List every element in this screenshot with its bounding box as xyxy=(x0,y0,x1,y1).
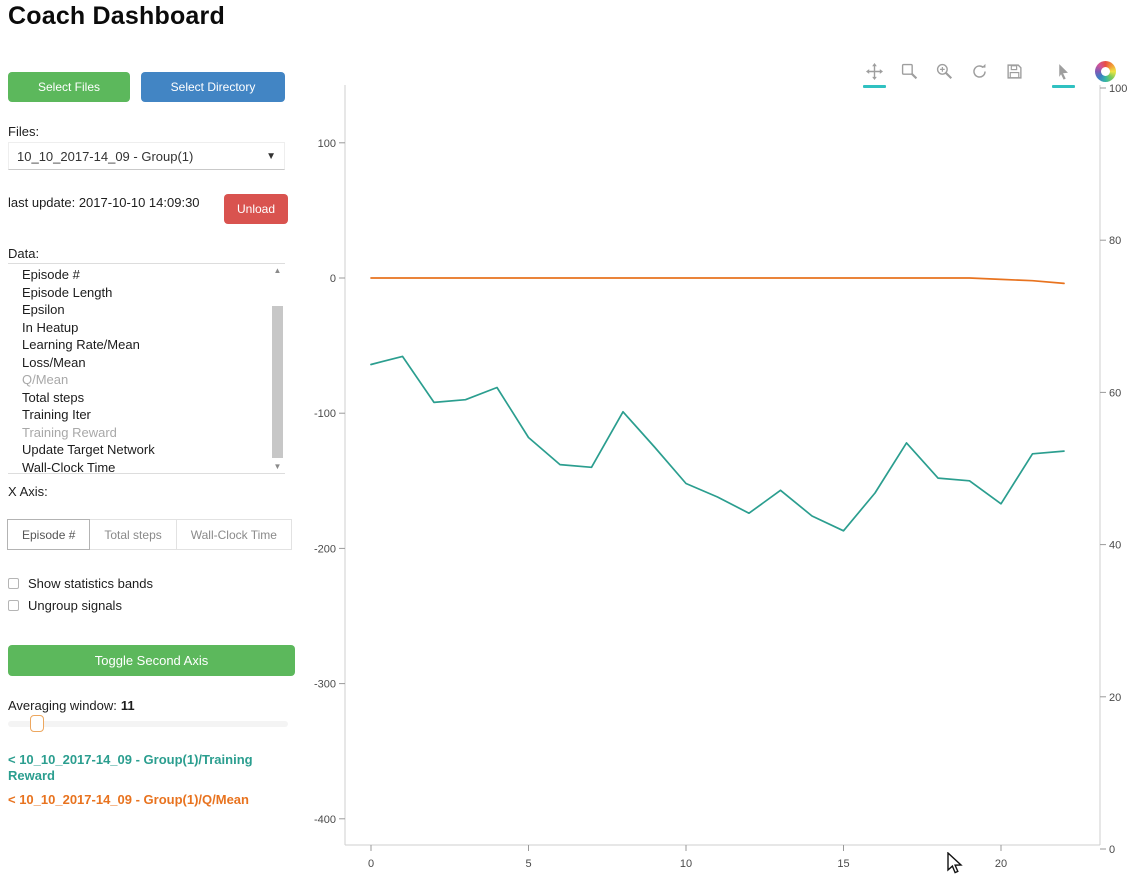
list-item[interactable]: Loss/Mean xyxy=(22,354,86,370)
checkbox-row-ungroup-signals: Ungroup signals xyxy=(8,598,122,613)
averaging-window-row: Averaging window: 11 xyxy=(8,698,135,713)
svg-text:10: 10 xyxy=(680,858,692,870)
svg-text:0: 0 xyxy=(368,858,374,870)
svg-text:100: 100 xyxy=(1109,83,1127,95)
reset-tool-icon[interactable] xyxy=(966,59,993,83)
svg-text:15: 15 xyxy=(837,858,849,870)
last-update-text: last update: 2017-10-10 14:09:30 xyxy=(8,195,200,210)
list-item[interactable]: Learning Rate/Mean xyxy=(22,337,140,352)
scroll-down-icon[interactable]: ▼ xyxy=(273,462,282,471)
list-item[interactable]: Epsilon xyxy=(22,302,65,317)
checkbox-label: Show statistics bands xyxy=(28,576,154,591)
list-item[interactable]: Training Iter xyxy=(22,407,91,422)
svg-text:40: 40 xyxy=(1109,540,1121,552)
list-item[interactable]: Update Target Network xyxy=(22,442,155,457)
svg-text:20: 20 xyxy=(1109,692,1121,704)
checkbox-row-statistics-bands: Show statistics bands xyxy=(8,576,153,591)
list-item[interactable]: Episode Length xyxy=(22,284,113,300)
checkbox-label: Ungroup signals xyxy=(28,598,122,613)
list-item[interactable]: Wall-Clock Time xyxy=(22,459,116,474)
select-files-button[interactable]: Select Files xyxy=(8,72,130,102)
checkbox-icon[interactable] xyxy=(8,578,19,589)
scroll-up-icon[interactable]: ▲ xyxy=(273,266,282,275)
averaging-window-value: 11 xyxy=(120,698,135,713)
chevron-down-icon: ▼ xyxy=(266,150,276,162)
hover-tool-icon[interactable] xyxy=(1050,59,1077,88)
svg-text:0: 0 xyxy=(330,273,336,285)
svg-text:100: 100 xyxy=(318,138,336,150)
files-dropdown[interactable]: 10_10_2017-14_09 - Group(1) ▼ xyxy=(8,142,285,170)
data-label: Data: xyxy=(8,246,40,261)
svg-text:0: 0 xyxy=(1109,844,1115,856)
files-dropdown-value: 10_10_2017-14_09 - Group(1) xyxy=(17,148,194,164)
box-zoom-tool-icon[interactable] xyxy=(896,59,923,83)
mouse-cursor xyxy=(945,851,965,881)
svg-text:60: 60 xyxy=(1109,387,1121,399)
data-listbox[interactable]: Episode # Episode Length Epsilon In Heatup L… xyxy=(8,263,285,474)
page-title: Coach Dashboard xyxy=(8,2,225,30)
legend-item[interactable]: < 10_10_2017-14_09 - Group(1)/Training R… xyxy=(8,752,253,783)
x-axis-button-group: Episode # Total steps Wall-Clock Time xyxy=(7,519,292,550)
averaging-slider[interactable] xyxy=(8,715,288,732)
toggle-second-axis-button[interactable]: Toggle Second Axis xyxy=(8,645,295,676)
bokeh-logo-icon[interactable] xyxy=(1095,60,1116,82)
listbox-scrollbar[interactable]: ▲ ▼ xyxy=(270,264,285,473)
list-item[interactable]: Training Reward xyxy=(22,424,117,440)
plot-area[interactable]: 100 0 -100 -200 -300 -400 100 80 60 40 20 0 0 5 10 15 20 xyxy=(300,55,1142,881)
averaging-window-label: Averaging window: xyxy=(8,698,117,713)
svg-text:80: 80 xyxy=(1109,235,1121,247)
files-label: Files: xyxy=(8,124,40,139)
svg-text:20: 20 xyxy=(995,858,1007,870)
svg-text:-400: -400 xyxy=(314,814,336,826)
plot-canvas[interactable]: 100 0 -100 -200 -300 -400 100 80 60 40 20 0 0 5 10 15 20 xyxy=(300,55,1142,881)
svg-text:-200: -200 xyxy=(314,543,336,555)
list-item[interactable]: Q/Mean xyxy=(22,372,69,387)
chart-legend: < 10_10_2017-14_09 - Group(1)/Training R… xyxy=(8,752,290,817)
slider-handle[interactable] xyxy=(30,715,44,732)
x-axis-option-wall-clock-time[interactable]: Wall-Clock Time xyxy=(175,519,292,550)
x-axis-label: X Axis: xyxy=(8,484,48,499)
list-item[interactable]: Total steps xyxy=(22,389,85,405)
select-directory-button[interactable]: Select Directory xyxy=(141,72,285,102)
pan-tool-icon[interactable] xyxy=(861,59,888,88)
save-tool-icon[interactable] xyxy=(1001,59,1028,83)
sidebar: Select Files Select Directory Files: 10_… xyxy=(0,0,300,881)
svg-text:-300: -300 xyxy=(314,679,336,691)
wheel-zoom-tool-icon[interactable] xyxy=(931,59,958,83)
bokeh-toolbar xyxy=(861,59,1116,88)
svg-text:5: 5 xyxy=(525,858,531,870)
svg-text:-100: -100 xyxy=(314,408,336,420)
scrollbar-thumb[interactable] xyxy=(272,306,283,458)
legend-item[interactable]: < 10_10_2017-14_09 - Group(1)/Q/Mean xyxy=(8,792,249,808)
list-item[interactable]: Episode # xyxy=(22,267,80,282)
list-item[interactable]: In Heatup xyxy=(22,319,79,335)
unload-button[interactable]: Unload xyxy=(224,194,288,224)
checkbox-icon[interactable] xyxy=(8,600,19,611)
x-axis-option-episode-[interactable]: Episode # xyxy=(7,519,91,550)
x-axis-option-total-steps[interactable]: Total steps xyxy=(89,519,177,550)
